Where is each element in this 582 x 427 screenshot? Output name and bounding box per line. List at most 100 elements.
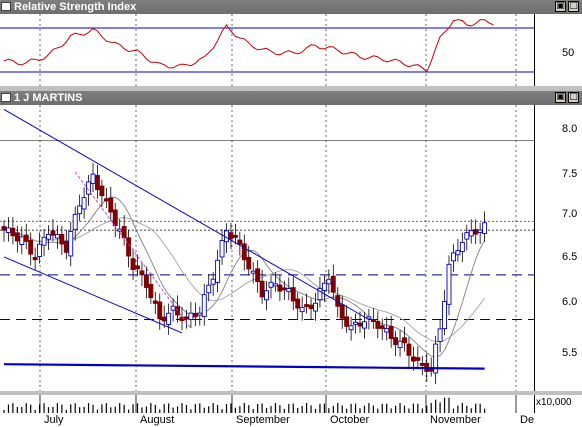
candle-body: [281, 287, 287, 291]
candle-body: [295, 298, 301, 309]
candle-body: [28, 239, 34, 255]
month-axis: [0, 413, 582, 427]
candle-body: [166, 312, 172, 325]
candle-body: [393, 337, 399, 345]
volume-chart: [3, 395, 517, 413]
candle-body: [268, 281, 274, 288]
candle-body: [232, 234, 238, 238]
candle-body: [321, 282, 327, 292]
price-window-title: 1 J MARTINS: [14, 92, 83, 104]
volume-unit-label: x10,000: [536, 397, 572, 408]
candle-body: [464, 232, 470, 240]
candle-body: [86, 181, 92, 195]
rsi-line: [3, 19, 494, 73]
maximize-icon[interactable]: □: [568, 92, 579, 103]
candle-body: [384, 328, 390, 333]
candle-body: [201, 294, 207, 318]
candle-body: [148, 283, 154, 299]
candle-body: [54, 234, 60, 239]
candle-body: [451, 252, 456, 262]
rsi-tick-50: 50: [562, 47, 575, 59]
candle-body: [402, 337, 407, 344]
candle-body: [192, 312, 198, 318]
price-panel[interactable]: [0, 105, 534, 391]
trend-line: [3, 109, 370, 320]
rsi-window-titlebar[interactable]: Relative Strength Index ▣ □: [0, 0, 582, 14]
candle-body: [246, 256, 252, 270]
candle-body: [108, 197, 114, 213]
candle-body: [290, 287, 296, 302]
candle-body: [353, 321, 358, 325]
candle-body: [241, 243, 247, 261]
candle-body: [37, 243, 43, 257]
candle-body: [50, 230, 56, 236]
candle-body: [259, 280, 265, 298]
candle-body: [59, 233, 65, 245]
candle-body: [72, 213, 78, 230]
candle-body: [46, 233, 51, 240]
y-tick-8-0: 8.0: [562, 123, 578, 135]
candle-body: [139, 270, 145, 276]
candle-body: [344, 316, 350, 327]
candle-body: [32, 256, 38, 261]
candle-body: [362, 321, 367, 329]
candle-body: [446, 263, 452, 305]
candle-body: [215, 259, 221, 283]
candle-body: [357, 322, 363, 327]
candle-body: [126, 237, 132, 257]
candle-body: [437, 328, 443, 343]
rsi-scale: [534, 14, 582, 86]
candle-body: [299, 306, 305, 313]
candle-body: [5, 227, 11, 233]
candle-body: [77, 205, 83, 215]
candle-body: [121, 226, 127, 239]
volume-panel[interactable]: [0, 395, 534, 413]
candle-body: [206, 284, 212, 294]
candle-body: [313, 302, 318, 312]
candle-body: [161, 316, 167, 322]
rsi-chart: [0, 14, 534, 86]
restore-icon[interactable]: ▣: [555, 92, 566, 103]
candle-body: [415, 357, 421, 361]
month-label-september: September: [236, 414, 290, 426]
restore-icon[interactable]: ▣: [555, 1, 566, 12]
candle-body: [188, 312, 194, 321]
candle-body: [68, 231, 74, 257]
candle-body: [308, 304, 314, 309]
candle-body: [264, 290, 269, 301]
candle-body: [94, 175, 100, 190]
candle-body: [23, 234, 29, 242]
price-chart: [0, 105, 534, 391]
candle-body: [152, 300, 158, 304]
candle-body: [219, 240, 225, 258]
trend-line: [3, 363, 485, 370]
candle-body: [442, 301, 447, 330]
candle-body: [255, 268, 261, 283]
window-menu-icon[interactable]: [1, 2, 11, 11]
candle-body: [10, 227, 16, 237]
month-label-july: July: [44, 414, 64, 426]
candle-body: [1, 226, 7, 231]
candle-body: [482, 222, 488, 234]
window-menu-icon[interactable]: [1, 93, 11, 102]
candle-body: [130, 258, 136, 270]
month-label-august: August: [140, 414, 175, 426]
candle-body: [250, 270, 256, 274]
rsi-window-title: Relative Strength Index: [14, 1, 137, 13]
candle-body: [388, 325, 394, 339]
rsi-panel[interactable]: [0, 14, 534, 86]
month-label-october: October: [330, 414, 370, 426]
volume-scale: x10,000: [534, 395, 582, 413]
candle-body: [19, 236, 25, 245]
candle-body: [157, 301, 163, 320]
candle-body: [112, 209, 118, 227]
maximize-icon[interactable]: □: [568, 1, 579, 12]
price-window-titlebar[interactable]: 1 J MARTINS ▣ □: [0, 91, 582, 105]
candle-body: [379, 325, 385, 329]
y-tick-6-0: 6.0: [562, 296, 578, 308]
candle-body: [273, 283, 278, 287]
candle-body: [433, 343, 439, 374]
candle-body: [477, 229, 483, 233]
candle-body: [304, 304, 310, 308]
